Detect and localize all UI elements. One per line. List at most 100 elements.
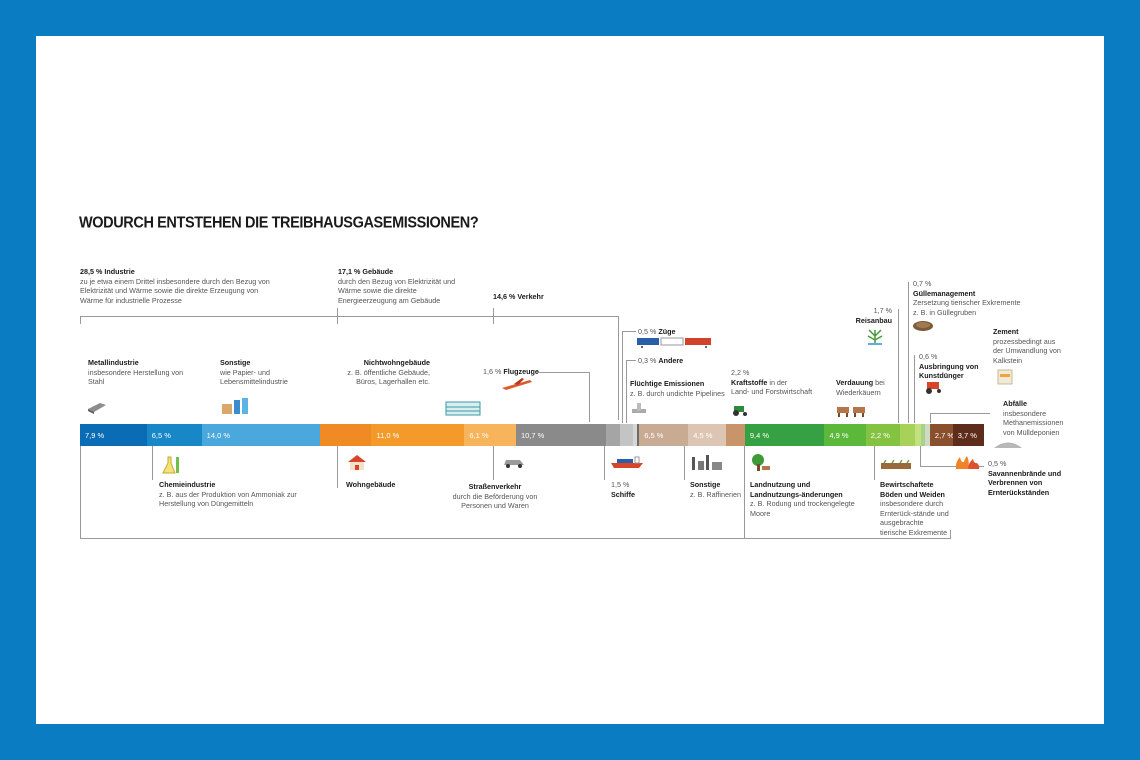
paper-boxes-icon (222, 398, 248, 414)
label-nichtwohngebaeude: Nichtwohngebäude z. B. öffentliche Gebäu… (336, 358, 430, 387)
group-gebaeude-desc: durch den Bezug von Elektrizität und Wär… (338, 276, 456, 305)
bar-segment-value: 4,5 % (693, 431, 713, 440)
label-pct: 0,5 % (988, 459, 1007, 468)
bottom-bracket-left (80, 446, 81, 539)
bar-segment (371, 424, 465, 446)
refinery-icon (692, 455, 722, 470)
label-title: Savannenbrände und Verbrennen von Ernter… (988, 468, 1062, 497)
label-pct: 1,5 % (611, 480, 630, 489)
bar-segment (201, 424, 321, 446)
bar-segment (464, 424, 517, 446)
bar-segment (632, 424, 638, 446)
car-icon (504, 460, 524, 468)
pipeline-icon (632, 403, 646, 413)
bar-segment (929, 424, 954, 446)
bracket-verkehr-right (618, 316, 619, 420)
bar-segment (726, 424, 746, 446)
bar-segment (865, 424, 901, 446)
label-fluechtige-emissionen: Flüchtige Emissionen z. B. durch undicht… (630, 379, 730, 398)
label-desc: insbesondere Herstellung von Stahl (88, 367, 184, 387)
label-title: Metallindustrie (88, 358, 139, 367)
label-title: Sonstige (690, 480, 721, 489)
group-industrie-head: 28,5 % Industrie (80, 267, 135, 276)
label-title: Landnutzung und Landnutzungs-änderungen (750, 480, 843, 499)
label-title: Chemieindustrie (159, 480, 216, 489)
label-savannenbraende: 0,5 % Savannenbrände und Verbrennen von … (988, 459, 1072, 497)
label-kunstduenger: 0,6 % Ausbringung von Kunstdünger (919, 352, 989, 381)
landfill-icon (994, 442, 1022, 448)
chemistry-flask-icon (162, 456, 179, 474)
andere-leader-down (626, 360, 627, 423)
label-title: Reisanbau (855, 315, 892, 325)
label-abfaelle: Abfälle insbesondere Methanemissionen vo… (1003, 399, 1073, 437)
label-title: Güllemanagement (913, 288, 976, 298)
wohn-leader (337, 446, 338, 488)
bar-segment (914, 424, 922, 446)
bar-segment-value: 2,2 % (870, 431, 890, 440)
bar-segment-value: 6,1 % (469, 431, 489, 440)
bar-segment-value: 7,9 % (85, 431, 105, 440)
label-flugzeuge: 1,6 % Flugzeuge (483, 367, 539, 377)
bar-segment-value: 6,5 % (151, 431, 171, 440)
group-verkehr-head: 14,6 % Verkehr (493, 292, 544, 301)
bar-segment (924, 424, 931, 446)
label-zuege: 0,5 % Züge (638, 327, 676, 337)
guelle-leader (908, 282, 909, 423)
fertilizer-tractor-icon (926, 382, 941, 394)
label-desc: insbesondere durch Ernterück-stände und … (880, 499, 949, 537)
fire-icon (955, 456, 980, 469)
bar-segment (952, 424, 985, 446)
label-desc: durch die Beförderung von Personen und W… (452, 491, 538, 511)
bar-segment (80, 424, 148, 446)
label-desc: z. B. Raffinerien (690, 489, 742, 499)
label-pct: 0,6 % (919, 352, 938, 361)
bar-segment (515, 424, 607, 446)
bottom-bracket-right (950, 530, 951, 539)
label-title: Schiffe (611, 489, 635, 499)
savanne-leader-h (920, 466, 984, 467)
label-desc: z. B. Rodung und trockengelegte Moore (750, 499, 855, 518)
tree-clearing-icon (752, 454, 770, 471)
cows-icon (837, 407, 865, 417)
label-title: Verdauung (836, 378, 874, 387)
manure-pit-icon (913, 321, 933, 331)
label-sonstige-energie: Sonstige z. B. Raffinerien (690, 480, 741, 499)
group-industrie: 28,5 % Industrie zu je etwa einem Dritte… (80, 267, 280, 305)
label-desc: insbesondere Methanemissionen von Müllde… (1003, 408, 1064, 437)
rice-plant-icon (867, 329, 883, 345)
group-gebaeude-head: 17,1 % Gebäude (338, 267, 394, 276)
label-boeden: Bewirtschaftete Böden und Weiden insbeso… (880, 480, 952, 537)
bracket-gebaeude (337, 316, 493, 317)
label-wohngebaeude: Wohngebäude (346, 480, 395, 490)
bar-segment (319, 424, 372, 446)
label-guellemanagement: 0,7 % Güllemanagement Zersetzung tierisc… (913, 279, 1023, 317)
label-landnutzung: Landnutzung und Landnutzungs-änderungen … (750, 480, 862, 518)
chart-title: WODURCH ENTSTEHEN DIE TREIBHAUSGASEMISSI… (79, 214, 479, 232)
label-desc: Wiederkäuern (836, 387, 881, 397)
label-desc: prozessbedingt aus der Umwandlung von Ka… (993, 336, 1061, 365)
label-title: Zement (993, 327, 1019, 336)
label-reisanbau: 1,7 % Reisanbau (852, 306, 892, 325)
label-title: Straßenverkehr (468, 482, 522, 491)
label-zement: Zement prozessbedingt aus der Umwandlung… (993, 327, 1065, 365)
bracket-verkehr (493, 316, 618, 317)
zuege-leader (622, 331, 636, 332)
label-pct: 1,7 % (873, 306, 892, 315)
sonstige-energie-leader (684, 446, 685, 480)
label-desc: z. B. durch undichte Pipelines (630, 388, 725, 398)
label-desc: bei (875, 378, 885, 387)
andere-leader (626, 360, 636, 361)
bar-segment (639, 424, 689, 446)
content-panel (36, 36, 1104, 724)
bar-segment-value: 6,5 % (644, 431, 664, 440)
label-desc: Land- und Forstwirtschaft (731, 387, 813, 396)
office-building-icon (445, 401, 481, 416)
bar-segment (900, 424, 916, 446)
label-pct: 2,2 % (731, 368, 750, 377)
bracket-industrie (80, 316, 337, 317)
tractor-icon (733, 406, 747, 416)
soil-icon (881, 460, 911, 469)
group-verkehr: 14,6 % Verkehr (493, 292, 544, 302)
kunstduenger-leader (914, 355, 915, 423)
